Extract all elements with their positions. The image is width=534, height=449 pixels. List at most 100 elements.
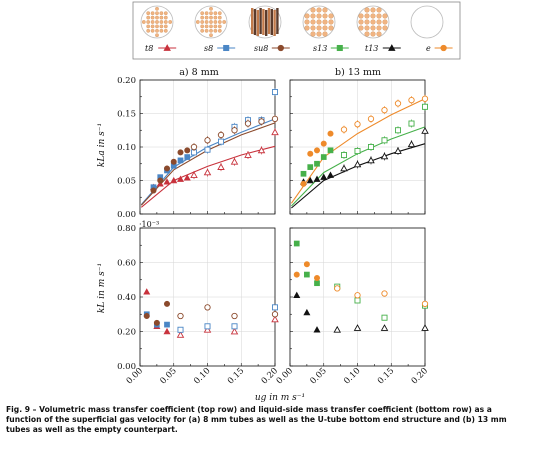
panel-bottom-right: 0.00 0.05 0.10 0.15 0.20	[275, 227, 430, 387]
tube-dot	[150, 15, 155, 20]
data-point-open	[408, 120, 415, 127]
tube-dot	[204, 20, 209, 24]
legend-label: s8	[204, 44, 213, 53]
u-tube-bar	[270, 9, 273, 35]
tube-dot	[382, 25, 388, 31]
data-point-filled	[184, 147, 191, 154]
data-point-filled	[177, 157, 184, 164]
data-point-open	[271, 315, 279, 323]
data-point-filled	[320, 154, 327, 160]
data-point-filled	[170, 158, 177, 165]
tube-dot	[376, 7, 382, 13]
tube-dot	[304, 19, 310, 25]
data-point-filled	[300, 170, 307, 177]
data-point-open	[380, 324, 389, 331]
data-point-open	[381, 107, 388, 114]
tube-dot	[217, 20, 222, 24]
data-point-open	[177, 326, 184, 333]
legend-marker	[440, 44, 447, 52]
tube-dot	[209, 28, 213, 33]
data-point-filled	[313, 175, 321, 182]
legend-marker	[223, 44, 230, 52]
legend-label: s13	[313, 44, 327, 53]
y-axis-label-bottom: kL in m s⁻¹	[97, 263, 107, 313]
tube-dot	[222, 20, 227, 24]
tube-dot	[146, 15, 151, 20]
tube-dot	[328, 19, 334, 25]
tube-dot	[200, 28, 205, 33]
tube-dot	[204, 15, 209, 20]
tube-dot	[204, 11, 209, 16]
tube-dot	[370, 7, 376, 13]
tube-dot	[316, 31, 322, 37]
series-s8	[143, 304, 279, 333]
tube-layout-thumbnails	[140, 5, 444, 39]
data-point-filled	[164, 165, 171, 172]
panel-top-left: 0.00 0.05 0.10 0.15 0.20	[117, 76, 279, 220]
data-point-filled	[164, 300, 171, 307]
tube-dot	[358, 13, 364, 19]
data-point-open	[231, 127, 238, 134]
u-tube-bar	[259, 8, 262, 34]
tube-dot	[200, 24, 205, 29]
tube-dot	[155, 11, 159, 16]
y-axis-label-top: kLa in s⁻¹	[97, 123, 107, 167]
fit-curve-su8	[140, 122, 276, 206]
data-point-open	[421, 324, 429, 331]
data-point-filled	[143, 288, 151, 295]
u-tube-bar	[256, 10, 259, 36]
tube-dot	[209, 20, 213, 24]
data-point-open	[271, 311, 279, 318]
y-tick-label: 0.40	[117, 293, 136, 303]
tube-thumbnail	[302, 5, 336, 39]
x-tick-label: 0.00	[275, 366, 295, 386]
data-point-open	[204, 146, 211, 153]
data-point-open	[271, 128, 279, 136]
data-point-open	[381, 314, 388, 321]
tube-dot	[376, 19, 382, 25]
tube-dot	[322, 7, 328, 13]
tube-dot	[304, 13, 310, 19]
tube-dot	[328, 13, 334, 19]
data-point-filled	[313, 275, 320, 282]
tube-dot	[168, 20, 173, 24]
data-point-open	[421, 300, 429, 308]
data-point-filled	[303, 308, 311, 316]
series-s13	[300, 102, 429, 177]
data-point-filled	[300, 180, 307, 187]
tube-dot	[163, 15, 168, 20]
legend: t8 s8 su8 s13 t13 e	[145, 44, 453, 53]
data-point-open	[231, 312, 238, 320]
tube-dot	[376, 25, 382, 31]
thumbnail-outline	[410, 5, 444, 39]
tube-dot	[370, 31, 376, 37]
tube-dot	[155, 28, 159, 33]
legend-marker	[277, 44, 284, 52]
tube-dot	[209, 11, 213, 16]
tube-dot	[146, 11, 151, 16]
data-point-filled	[306, 176, 314, 184]
tube-dot	[159, 11, 164, 16]
tube-dot	[163, 28, 168, 33]
tube-dot	[150, 24, 155, 29]
tube-dot	[364, 19, 370, 25]
tube-dot	[316, 25, 322, 31]
tube-dot	[316, 19, 322, 25]
data-point-open	[408, 96, 415, 104]
data-point-open	[217, 138, 224, 145]
legend-label: su8	[254, 44, 268, 53]
tube-dot	[310, 19, 316, 25]
legend-item-t13: t13	[365, 44, 401, 53]
tube-dot	[150, 28, 155, 33]
tube-dot	[209, 6, 213, 11]
series-e	[293, 261, 429, 308]
tube-dot	[195, 20, 200, 24]
legend-marker	[388, 44, 396, 51]
tube-dot	[316, 13, 322, 19]
data-point-open	[334, 285, 341, 292]
y-tick-label: 0.15	[117, 110, 136, 120]
data-point-open	[217, 131, 225, 139]
data-point-filled	[150, 187, 157, 194]
tube-dot	[150, 11, 155, 16]
data-point-filled	[184, 154, 191, 160]
